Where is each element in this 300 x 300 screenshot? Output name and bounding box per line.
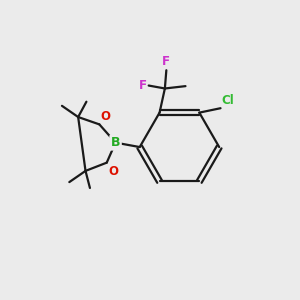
Text: O: O [101,110,111,123]
Text: O: O [108,165,118,178]
Text: B: B [111,136,120,149]
Text: F: F [162,56,170,68]
Text: Cl: Cl [222,94,234,107]
Text: F: F [139,79,147,92]
